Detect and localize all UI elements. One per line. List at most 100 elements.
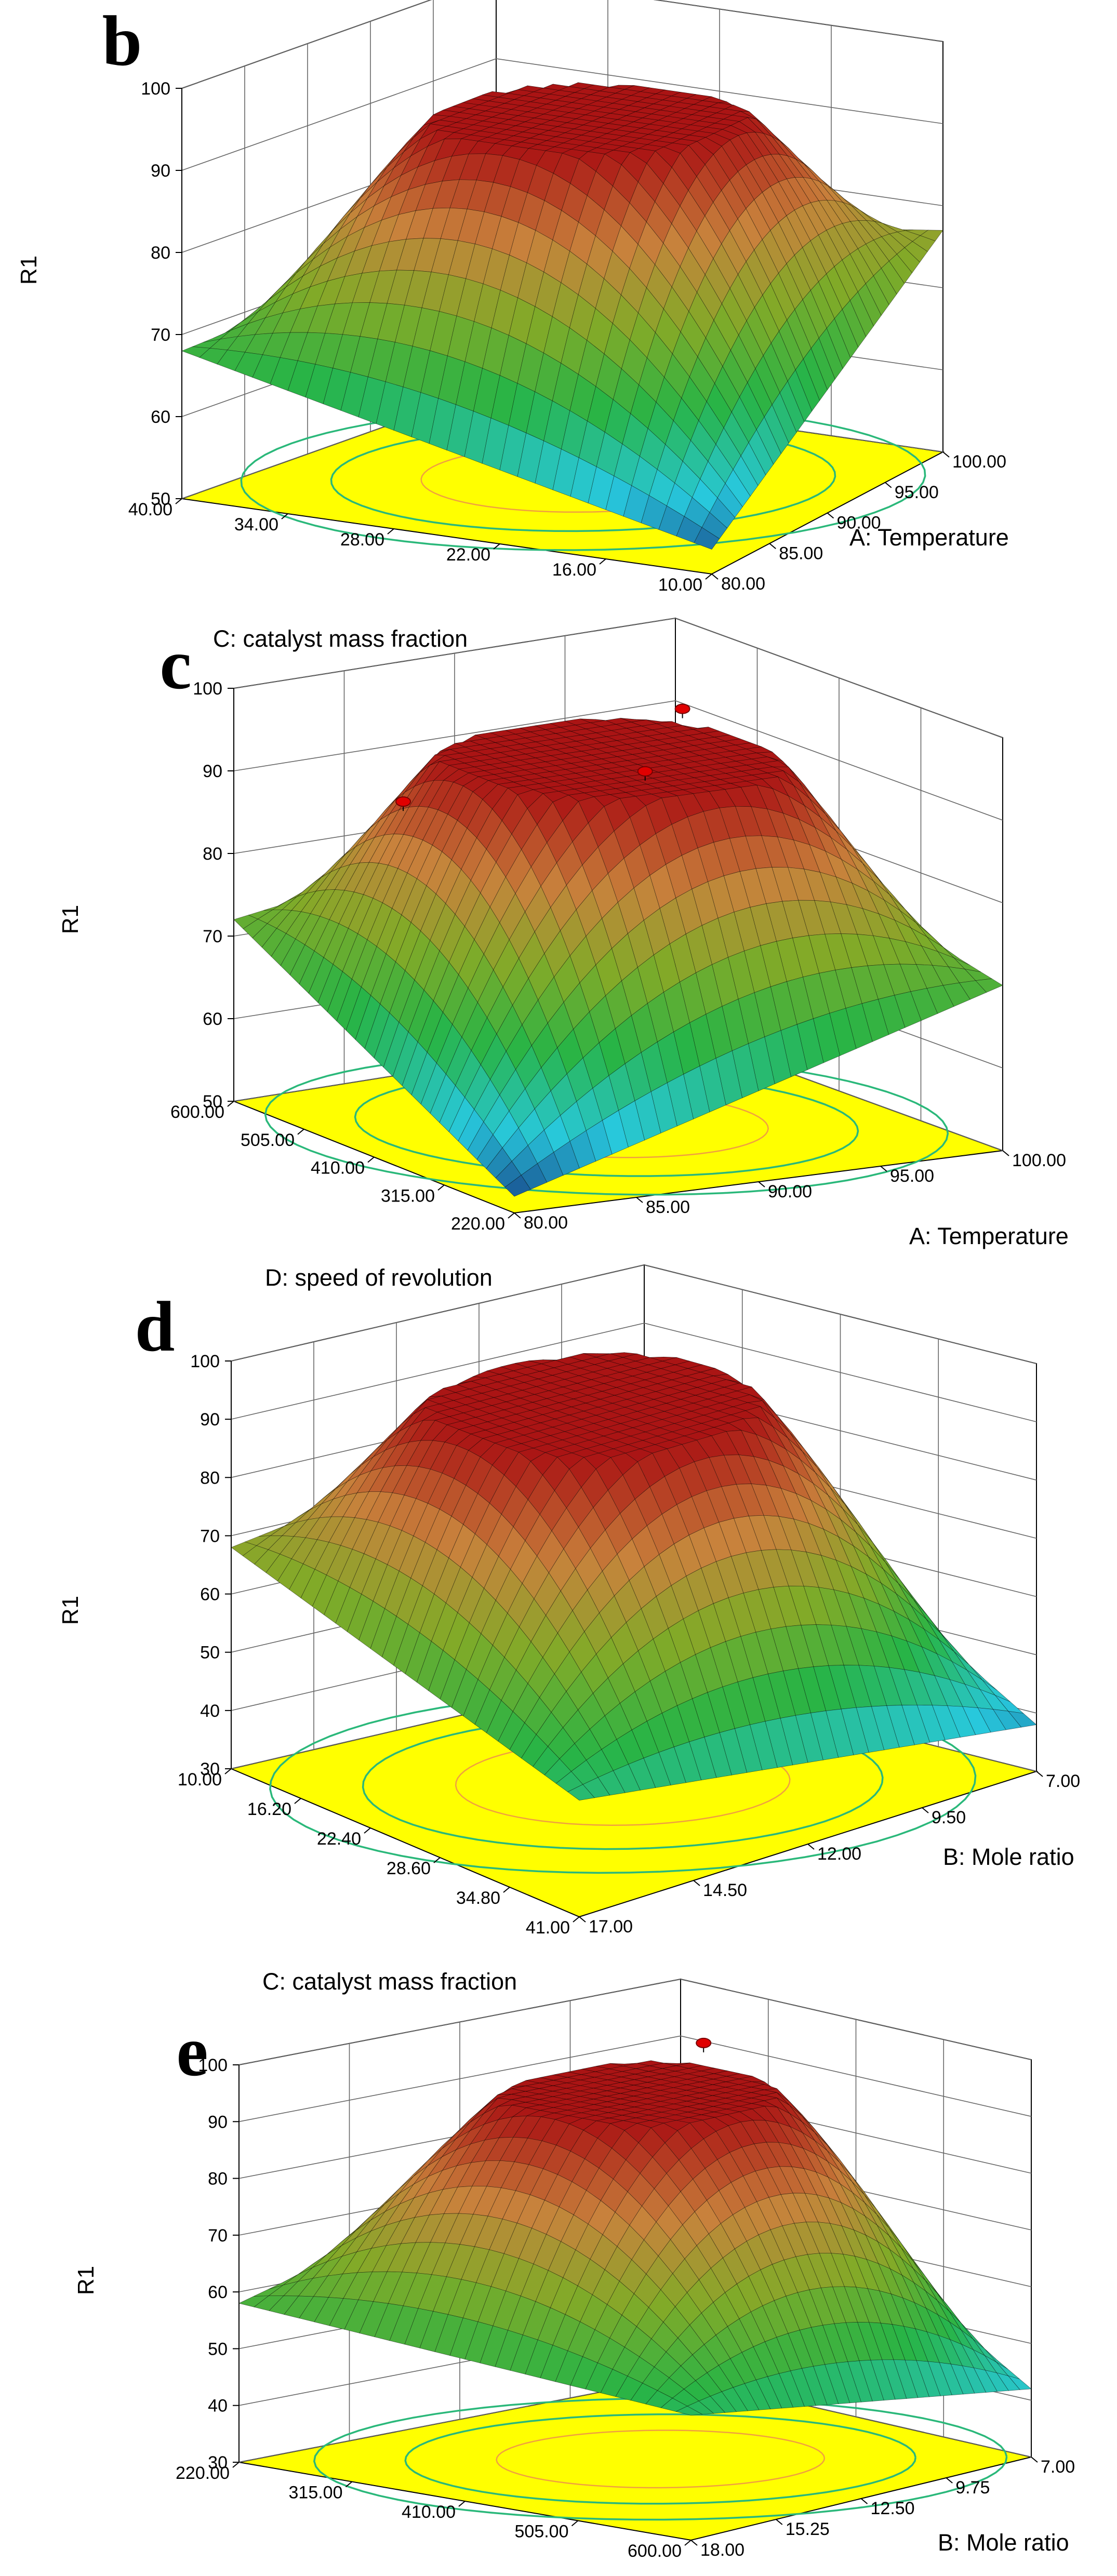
z-tick-label: 50	[208, 2339, 228, 2359]
z-tick-label: 80	[151, 243, 170, 263]
x-tick-label: 10.00	[658, 575, 702, 595]
z-tick-label: 80	[203, 844, 222, 864]
x-tick-mark	[599, 558, 606, 565]
x-tick-mark	[175, 498, 182, 504]
z-tick-label: 100	[141, 79, 170, 99]
x-tick-mark	[684, 2540, 692, 2546]
wall-gridline	[181, 0, 943, 89]
y-tick-mark	[776, 2519, 783, 2525]
z-tick-label: 100	[193, 679, 222, 699]
x-tick-mark	[437, 1184, 445, 1191]
z-tick-label: 80	[208, 2169, 228, 2189]
x-tick-mark	[224, 1768, 232, 1774]
x-tick-mark	[297, 1128, 304, 1135]
y-tick-mark	[711, 573, 719, 580]
panel-letter: d	[135, 1287, 175, 1366]
y-axis-title: B: Mole ratio	[943, 1844, 1074, 1870]
contour-line-outer	[264, 1052, 949, 1196]
y-tick-label: 95.00	[890, 1166, 934, 1186]
z-axis-title: R1	[73, 2266, 99, 2295]
y-tick-mark	[807, 1844, 815, 1850]
y-tick-mark	[942, 451, 950, 458]
y-tick-mark	[946, 2477, 953, 2484]
z-tick-label: 90	[208, 2112, 228, 2132]
contour-line	[354, 1071, 859, 1177]
y-tick-label: 7.00	[1046, 1771, 1080, 1791]
y-tick-mark	[579, 1916, 586, 1923]
x-tick-mark	[281, 513, 288, 519]
x-tick-label: 220.00	[176, 2463, 230, 2483]
y-tick-label: 80.00	[524, 1213, 568, 1233]
y-tick-label: 85.00	[779, 543, 823, 563]
wall-gridline	[238, 1979, 1032, 2065]
x-tick-mark	[232, 2462, 240, 2468]
x-tick-label: 16.20	[247, 1799, 291, 1819]
y-tick-mark	[922, 1807, 929, 1813]
surface-panel-b: 40.00 34.00 28.00 22.00 16.00 10.00 80.00 85.00…	[16, 0, 1009, 652]
y-tick-mark	[860, 2498, 868, 2504]
z-axis-title: R1	[16, 256, 42, 285]
y-tick-label: 12.50	[871, 2499, 915, 2518]
y-tick-mark	[1036, 1771, 1043, 1777]
y-tick-mark	[636, 1197, 643, 1203]
surface-mesh	[238, 2060, 1032, 2415]
y-tick-label: 18.00	[700, 2540, 744, 2560]
z-tick-label: 100	[190, 1352, 220, 1371]
design-point	[637, 766, 653, 777]
y-tick-label: 15.25	[786, 2519, 830, 2539]
z-tick-label: 60	[208, 2283, 228, 2302]
y-tick-label: 100.00	[952, 452, 1006, 472]
x-tick-mark	[571, 2520, 579, 2527]
z-tick-label: 90	[203, 762, 222, 781]
x-tick-label: 410.00	[402, 2502, 456, 2522]
x-tick-label: 41.00	[526, 1918, 570, 1938]
surface-cell	[567, 1784, 595, 1801]
surface-mesh	[231, 1352, 1037, 1801]
x-tick-label: 315.00	[381, 1186, 435, 1206]
surface-cell	[694, 527, 720, 550]
z-tick-label: 80	[200, 1468, 220, 1488]
contour-line-inner	[496, 2430, 826, 2489]
z-tick-label: 70	[203, 927, 222, 946]
x-tick-label: 505.00	[515, 2522, 569, 2542]
x-tick-mark	[294, 1798, 301, 1804]
x-axis-title: C: catalyst mass fraction	[213, 625, 468, 652]
y-axis-title: A: Temperature	[909, 1223, 1069, 1249]
wall-gridline	[233, 618, 1003, 738]
y-tick-label: 95.00	[895, 483, 939, 502]
x-tick-mark	[433, 1857, 441, 1863]
y-axis-title: A: Temperature	[849, 524, 1009, 551]
surface-mesh	[181, 82, 943, 550]
y-tick-mark	[693, 1880, 700, 1886]
x-tick-mark	[458, 2501, 466, 2507]
x-tick-mark	[705, 573, 712, 580]
z-axis-title: R1	[58, 1596, 83, 1625]
z-axis-title: R1	[58, 905, 83, 934]
x-tick-mark	[503, 1887, 510, 1893]
surface-cell	[675, 2406, 703, 2415]
z-tick-label: 50	[203, 1092, 222, 1112]
x-tick-label: 315.00	[289, 2483, 343, 2503]
y-tick-mark	[885, 482, 892, 488]
x-tick-label: 28.00	[340, 530, 384, 550]
wall-gridline	[238, 2035, 1032, 2123]
x-tick-label: 505.00	[241, 1130, 295, 1150]
z-tick-label: 90	[200, 1410, 220, 1430]
x-tick-mark	[493, 543, 500, 550]
design-point	[696, 2037, 712, 2048]
design-point	[674, 703, 690, 714]
y-tick-mark	[769, 543, 776, 550]
z-tick-label: 70	[208, 2226, 228, 2246]
x-tick-label: 600.00	[170, 1102, 224, 1122]
z-tick-label: 40	[200, 1701, 220, 1721]
x-tick-label: 410.00	[311, 1158, 365, 1178]
z-tick-label: 60	[200, 1585, 220, 1605]
panel-letter: b	[102, 1, 142, 81]
x-axis-title: C: catalyst mass fraction	[262, 1968, 517, 1995]
wall-gridline	[233, 700, 1003, 821]
y-tick-label: 17.00	[589, 1917, 633, 1937]
x-tick-mark	[573, 1916, 580, 1923]
x-tick-mark	[227, 1101, 234, 1107]
x-tick-label: 22.40	[317, 1829, 361, 1849]
